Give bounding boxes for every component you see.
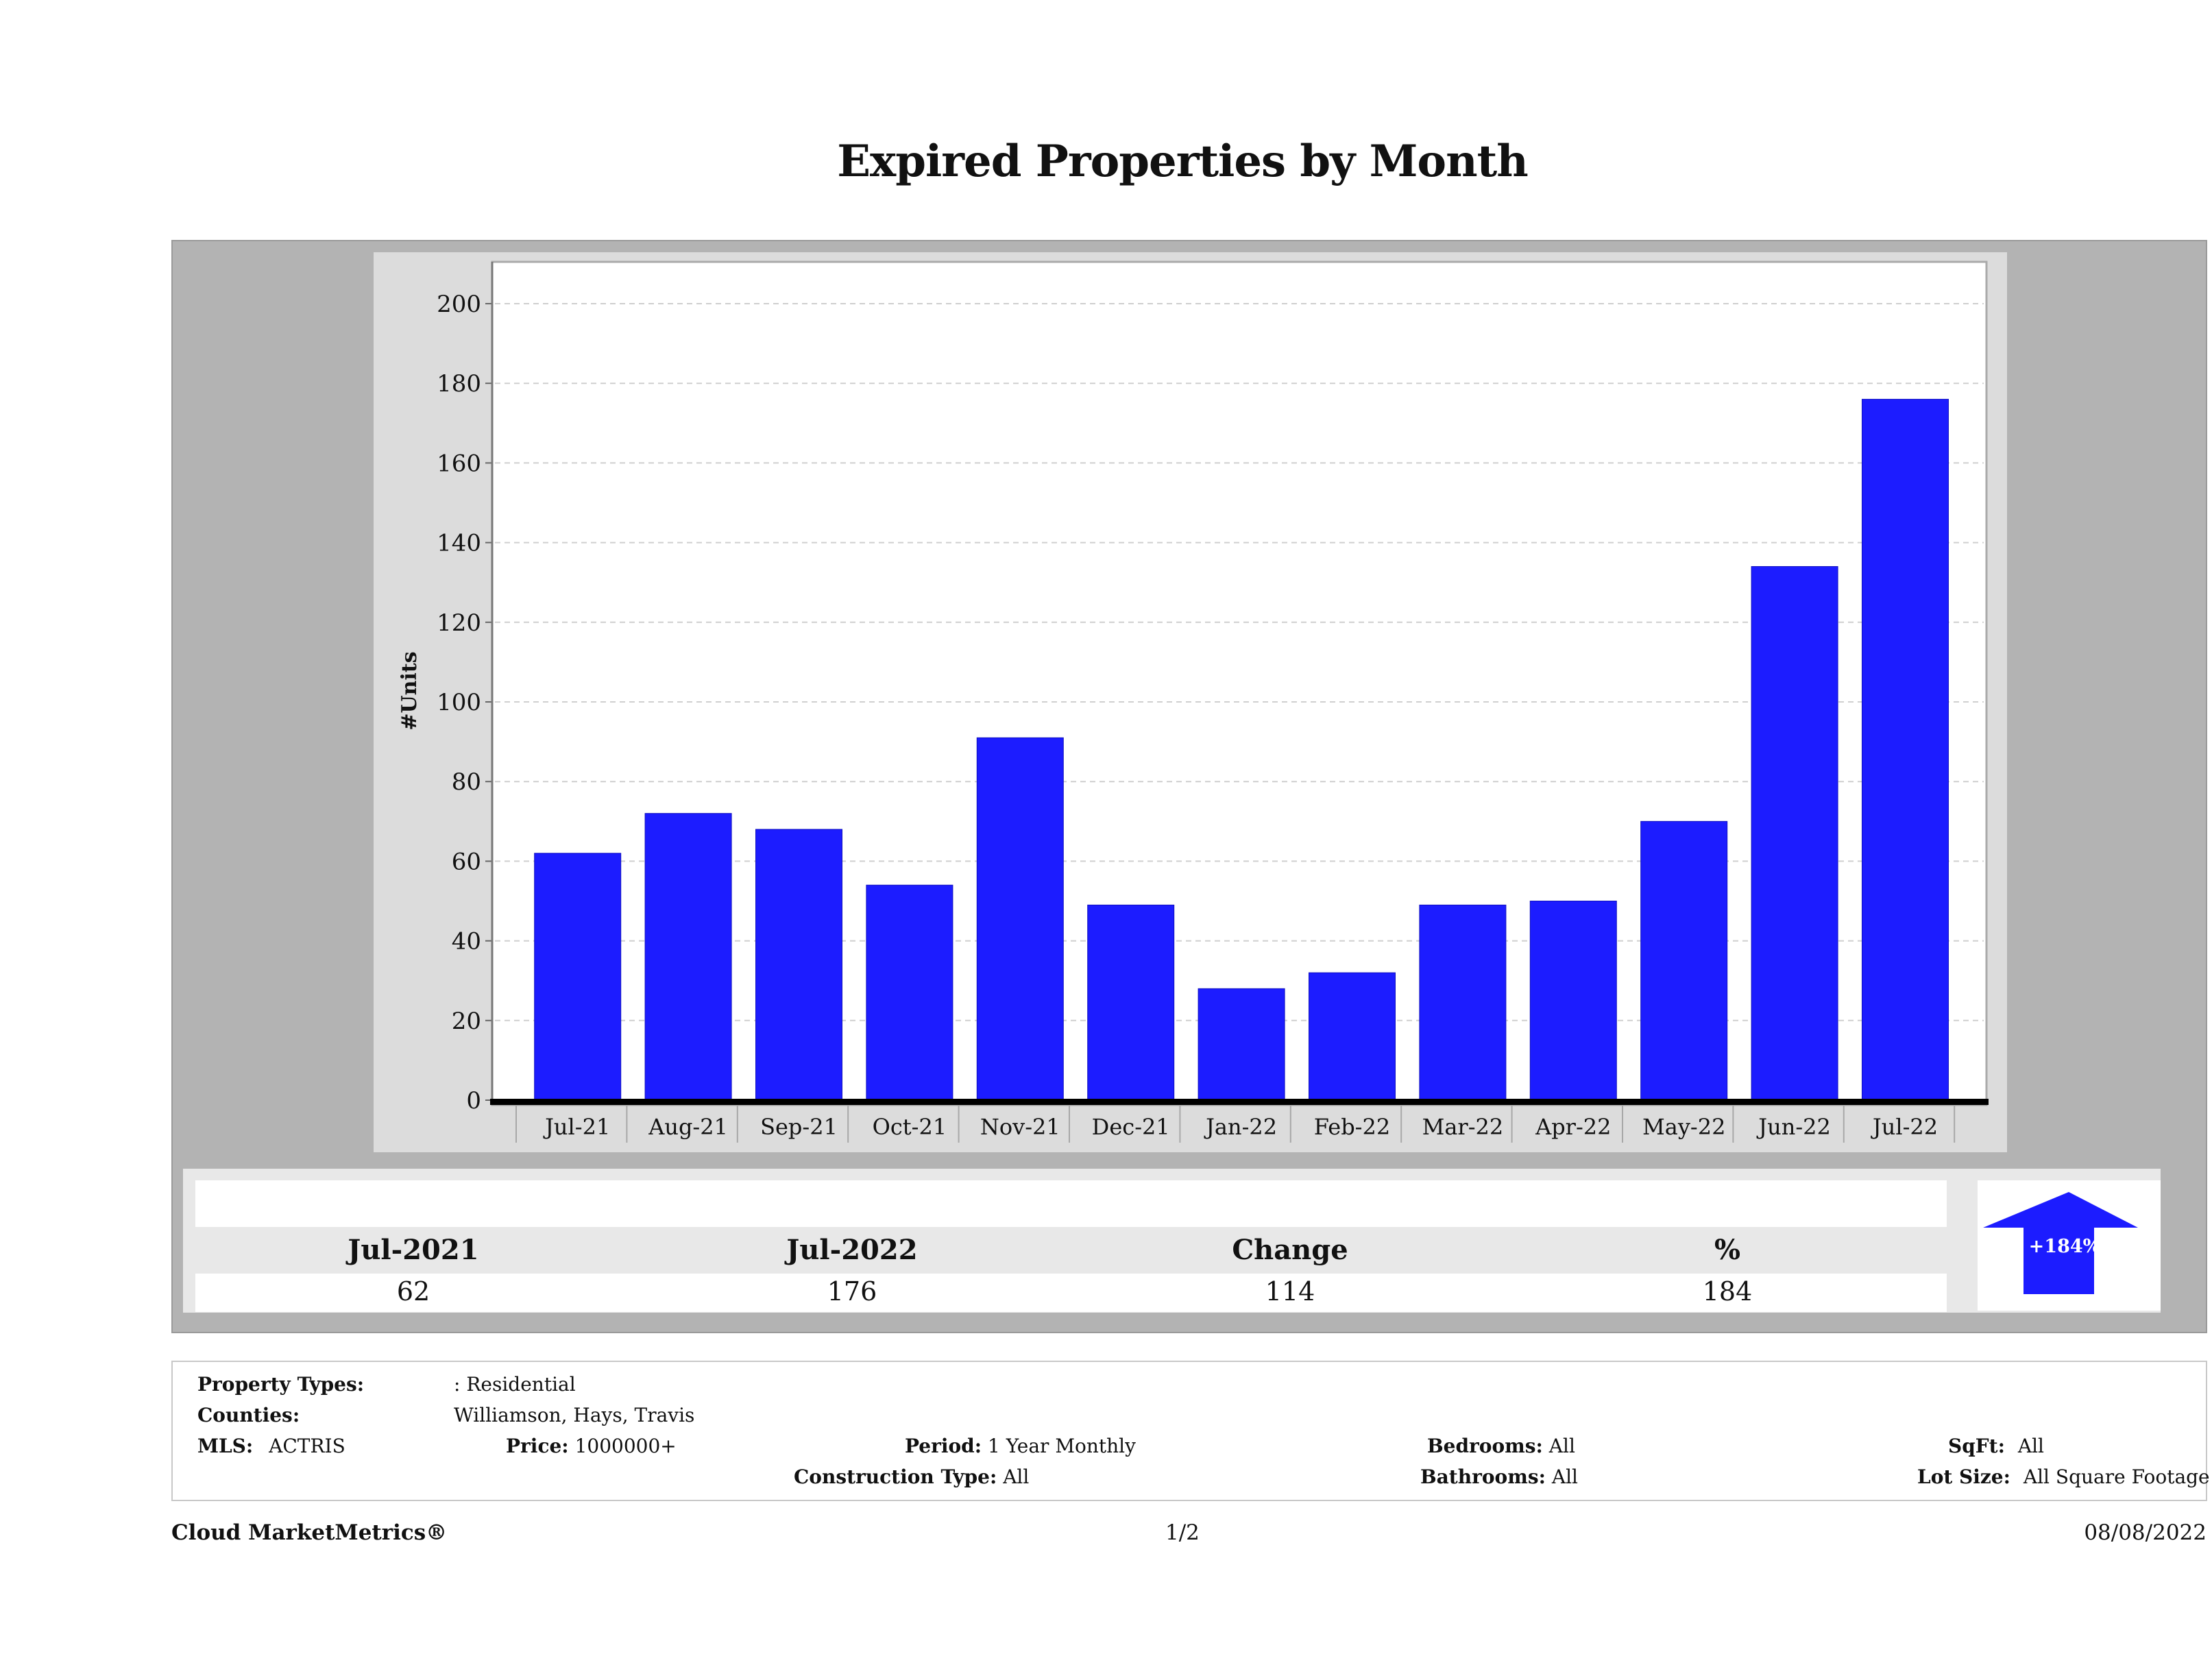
- filter-label: Period:: [905, 1435, 982, 1457]
- y-tick-label: 140: [437, 530, 481, 557]
- bar-nov-21: [976, 737, 1064, 1101]
- bar-dec-21: [1087, 904, 1175, 1101]
- arrow-up-icon: [1983, 1192, 2138, 1294]
- x-tick-label: Feb-22: [1314, 1114, 1390, 1140]
- filter-value: 1 Year Monthly: [988, 1435, 1136, 1457]
- y-tick-label: 0: [466, 1087, 481, 1115]
- filter-value: 1000000+: [574, 1435, 677, 1457]
- summary-header-start: Jul-2021: [348, 1234, 479, 1266]
- summary-value-row: [195, 1274, 1947, 1312]
- y-tick-label: 160: [437, 450, 481, 477]
- filter-label: Bedrooms:: [1427, 1435, 1543, 1457]
- x-tick-label: Jul-21: [543, 1114, 610, 1140]
- page-number: 1/2: [1165, 1520, 1200, 1545]
- y-tick-label: 120: [437, 609, 481, 637]
- bar-jun-22: [1751, 566, 1838, 1101]
- summary-value-percent: 184: [1702, 1276, 1753, 1306]
- filter-counties-value: Williamson, Hays, Travis: [454, 1404, 695, 1426]
- bar-jul-22: [1862, 398, 1949, 1101]
- bar-may-22: [1640, 820, 1728, 1101]
- filter-label: Bathrooms:: [1420, 1466, 1546, 1488]
- filter-value: All: [1003, 1466, 1030, 1488]
- bar-jul-21: [534, 853, 622, 1101]
- filter-label: Construction Type:: [794, 1466, 997, 1488]
- filter-label: MLS:: [197, 1435, 254, 1457]
- summary-header-row: [195, 1228, 1947, 1272]
- x-tick-label: Dec-21: [1092, 1114, 1170, 1140]
- x-tick-label: Jan-22: [1204, 1114, 1277, 1140]
- x-axis: Jul-21 Aug-21 Sep-21 Oct-21 Nov-21 Dec-21 Jan-…: [490, 1099, 1989, 1143]
- plot-area: [491, 260, 1988, 1106]
- grid-lines: [495, 303, 1984, 1021]
- bar-apr-22: [1529, 901, 1617, 1101]
- filter-period: Period: 1 Year Monthly: [905, 1435, 1136, 1457]
- summary-header-change: Change: [1232, 1234, 1348, 1266]
- summary-value-end: 176: [827, 1276, 877, 1306]
- summary-value-start: 62: [396, 1276, 430, 1306]
- brand-name: Cloud MarketMetrics®: [171, 1520, 448, 1545]
- y-tick-label: 100: [437, 689, 481, 716]
- summary-spacer: [195, 1180, 1947, 1227]
- y-tick-label: 180: [437, 370, 481, 398]
- filter-value: All Square Footage: [2023, 1466, 2210, 1488]
- filter-property-types-value: : Residential: [454, 1373, 576, 1396]
- change-badge-label: +184%: [2029, 1236, 2101, 1257]
- filter-label: Lot Size:: [1917, 1466, 2010, 1488]
- report-date: 08/08/2022: [2084, 1520, 2207, 1545]
- x-tick-label: Nov-21: [980, 1114, 1060, 1140]
- filter-label: SqFt:: [1948, 1435, 2005, 1457]
- filter-bedrooms: Bedrooms: All: [1427, 1435, 1575, 1457]
- y-axis-label: #Units: [398, 651, 422, 730]
- filter-bathrooms: Bathrooms: All: [1420, 1466, 1578, 1488]
- bar-chart: 0 20 40 60 80 100 120 140 160 180 200 Jul-21 Aug-21…: [398, 260, 1989, 1143]
- bar-aug-21: [644, 813, 732, 1101]
- summary-header-end: Jul-2022: [786, 1234, 918, 1266]
- y-tick-label: 80: [452, 768, 481, 796]
- bar-jan-22: [1198, 988, 1285, 1101]
- filter-label: Price:: [506, 1435, 569, 1457]
- filter-property-types: Property Types:: [197, 1373, 364, 1396]
- x-tick-label: Mar-22: [1422, 1114, 1504, 1140]
- x-tick-label: Jul-22: [1871, 1114, 1938, 1140]
- y-tick-label: 40: [452, 928, 481, 956]
- bar-oct-21: [866, 884, 953, 1101]
- filter-value: All: [1548, 1435, 1575, 1457]
- bar-sep-21: [755, 829, 842, 1101]
- bar-mar-22: [1419, 904, 1507, 1101]
- x-tick-label: Apr-22: [1535, 1114, 1611, 1140]
- x-tick-label: May-22: [1642, 1114, 1725, 1140]
- filter-sqft: SqFt: All: [1948, 1435, 2044, 1457]
- filter-price: Price: 1000000+: [506, 1435, 677, 1457]
- x-tick-label: Jun-22: [1756, 1114, 1831, 1140]
- filter-counties: Counties:: [197, 1404, 300, 1426]
- x-axis-baseline: [490, 1099, 1989, 1105]
- filter-value: All: [2017, 1435, 2044, 1457]
- change-badge: +184%: [1983, 1192, 2138, 1294]
- summary-value-change: 114: [1265, 1276, 1315, 1306]
- filter-mls: MLS: ACTRIS: [197, 1435, 345, 1457]
- y-tick-label: 20: [452, 1008, 481, 1035]
- filter-construction: Construction Type: All: [794, 1466, 1029, 1488]
- filters-panel: [171, 1361, 2207, 1501]
- y-axis: 0 20 40 60 80 100 120 140 160 180 200: [437, 262, 494, 1115]
- x-tick-label: Sep-21: [760, 1114, 838, 1140]
- filter-lot-size: Lot Size: All Square Footage: [1917, 1466, 2210, 1488]
- page-title: Expired Properties by Month: [837, 136, 1528, 187]
- x-tick-label: Oct-21: [873, 1114, 947, 1140]
- filter-value: ACTRIS: [269, 1435, 345, 1457]
- filter-label: Property Types:: [197, 1373, 365, 1396]
- summary-header-percent: %: [1714, 1234, 1740, 1266]
- bars: [534, 398, 1949, 1101]
- filter-value: All: [1551, 1466, 1578, 1488]
- bar-feb-22: [1309, 972, 1396, 1101]
- x-tick-label: Aug-21: [648, 1114, 728, 1140]
- y-tick-label: 200: [437, 291, 481, 318]
- y-tick-label: 60: [452, 848, 481, 875]
- filter-label: Counties:: [197, 1404, 300, 1426]
